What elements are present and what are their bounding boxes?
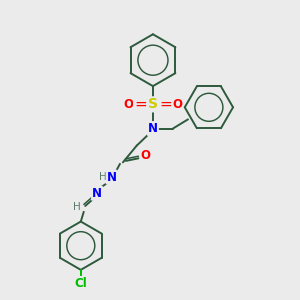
Text: =: = (159, 97, 172, 112)
Text: O: O (124, 98, 134, 111)
Text: Cl: Cl (74, 277, 87, 290)
Text: H: H (74, 202, 81, 212)
Text: N: N (148, 122, 158, 135)
Text: N: N (107, 171, 117, 184)
Text: N: N (92, 187, 102, 200)
Text: O: O (140, 149, 150, 162)
Text: S: S (148, 98, 158, 111)
Text: O: O (172, 98, 182, 111)
Text: H: H (99, 172, 107, 182)
Text: =: = (134, 97, 147, 112)
